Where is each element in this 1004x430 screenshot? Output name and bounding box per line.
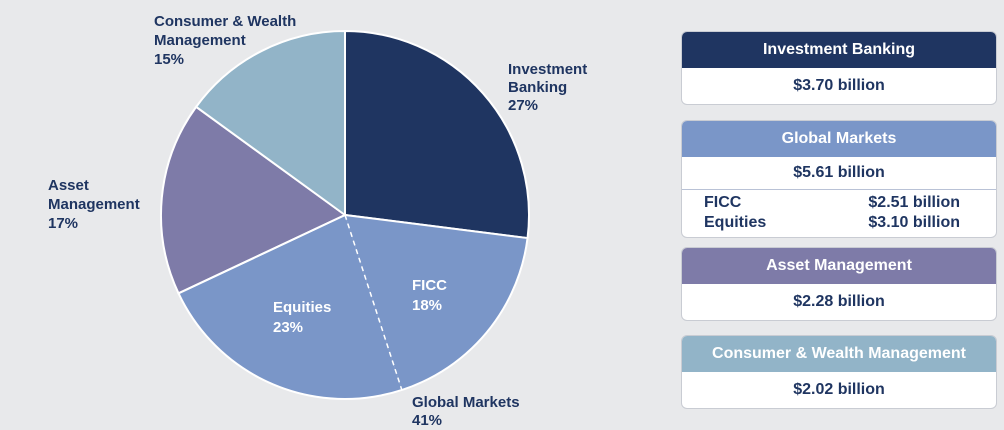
revenue-pie-chart: Investment Banking 27% FICC 18% Equities…: [48, 13, 587, 429]
equities-percent: 23%: [273, 319, 303, 336]
gm-card: Global Markets $5.61 billion FICC $2.51 …: [681, 120, 997, 238]
am-percent: 17%: [48, 215, 78, 232]
gm-card-value: $5.61 billion: [793, 164, 885, 181]
cwm-card-title: Consumer & Wealth Management: [682, 336, 996, 372]
global-markets-outline: [177, 213, 529, 400]
cwm-card: Consumer & Wealth Management $2.02 billi…: [681, 335, 997, 409]
pie-slice-ficc: [345, 215, 528, 390]
gm-breakdown: FICC $2.51 billion Equities $3.10 billio…: [682, 189, 996, 233]
cwm-label-line2: Management: [154, 32, 246, 49]
cwm-percent: 15%: [154, 51, 184, 68]
ib-label-line2: Banking: [508, 79, 567, 96]
ib-card-value: $3.70 billion: [793, 77, 885, 94]
gm-row-ficc-value: $2.51 billion: [868, 194, 960, 211]
pie-slice-ib: [344, 29, 530, 240]
gm-card-title: Global Markets: [682, 121, 996, 157]
ib-card-title: Investment Banking: [682, 32, 996, 68]
ficc-equities-divider: [344, 214, 403, 391]
gm-row-equities: Equities $3.10 billion: [682, 213, 996, 233]
gm-group-label: Global Markets: [412, 394, 520, 411]
ficc-percent: 18%: [412, 297, 442, 314]
am-card-title: Asset Management: [682, 248, 996, 284]
gm-row-ficc: FICC $2.51 billion: [682, 193, 996, 213]
equities-label: Equities: [273, 299, 331, 316]
gm-group-percent: 41%: [412, 412, 442, 429]
cwm-card-value: $2.02 billion: [793, 381, 885, 398]
am-label-line1: Asset: [48, 177, 89, 194]
pie-slice-am: [160, 105, 347, 295]
ib-label-line1: Investment: [508, 61, 587, 78]
am-label-line2: Management: [48, 196, 140, 213]
gm-row-equities-value: $3.10 billion: [868, 214, 960, 231]
gm-row-equities-name: Equities: [704, 214, 767, 231]
gm-row-ficc-name: FICC: [704, 194, 742, 211]
ib-percent: 27%: [508, 97, 538, 114]
am-card: Asset Management $2.28 billion: [681, 247, 997, 321]
ficc-label: FICC: [412, 277, 447, 294]
pie-slice-eq: [178, 215, 402, 399]
pie-slice-cwm: [194, 29, 346, 217]
ib-card: Investment Banking $3.70 billion: [681, 31, 997, 105]
am-card-value: $2.28 billion: [793, 293, 885, 310]
cwm-label-line1: Consumer & Wealth: [154, 13, 296, 30]
